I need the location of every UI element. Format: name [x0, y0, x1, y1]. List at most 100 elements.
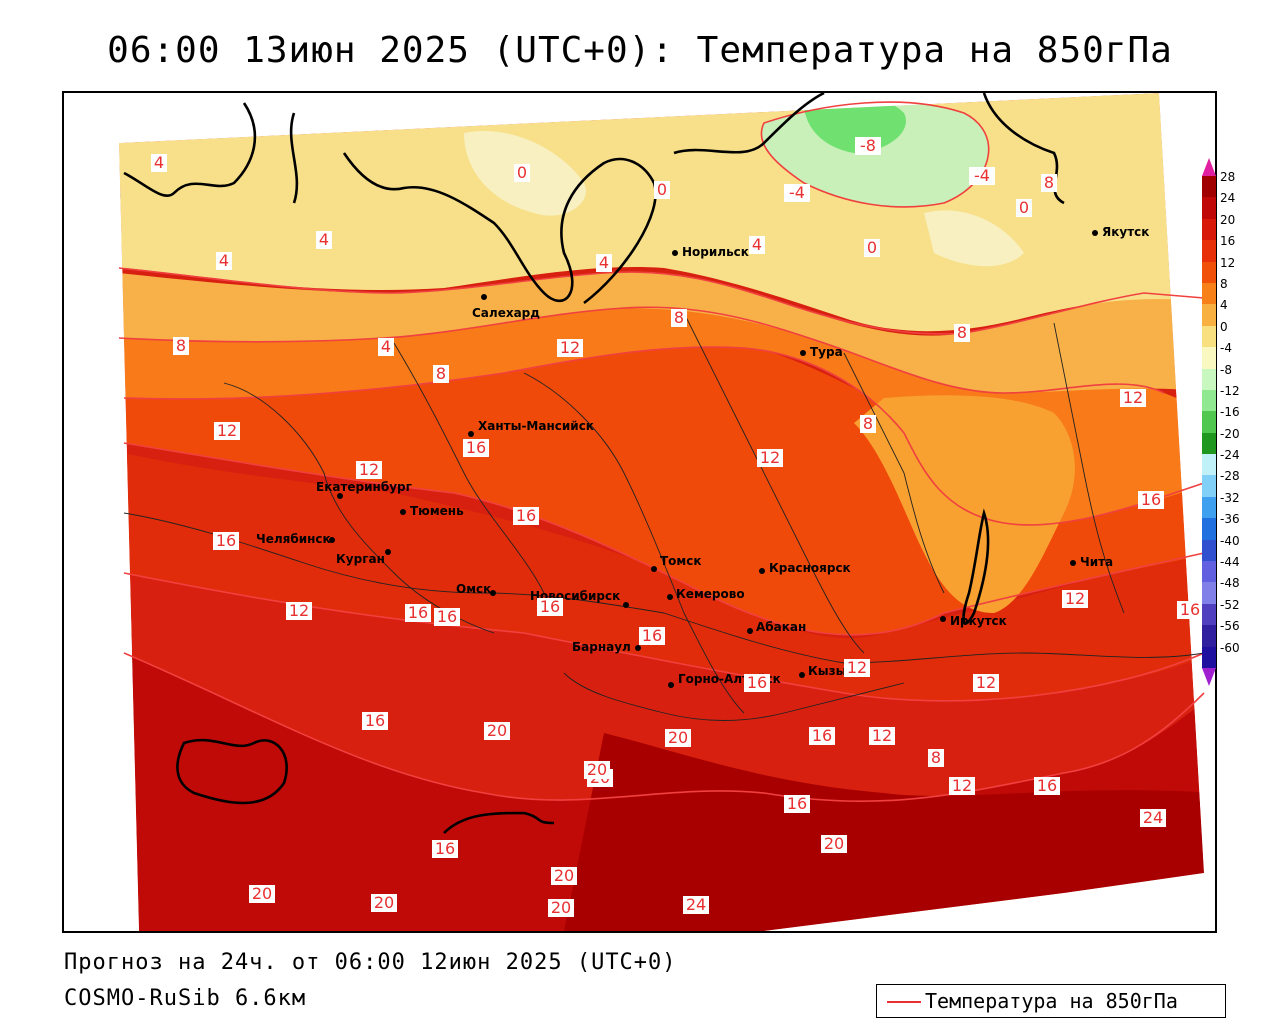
isotherm-label-bg — [548, 899, 574, 917]
city-dot — [940, 616, 946, 622]
isotherm-label: 12 — [952, 776, 972, 795]
isotherm-label: 20 — [487, 721, 507, 740]
city-label: Екатеринбург — [316, 480, 412, 494]
isotherm-label-bg — [463, 439, 489, 457]
city-label: Кемерово — [676, 587, 745, 601]
colorbar-tick-label: -60 — [1220, 640, 1240, 655]
isotherm-label-bg — [434, 608, 460, 626]
isotherm-label: 12 — [872, 726, 892, 745]
isotherm-label-bg — [864, 239, 880, 257]
colorbar-segment — [1202, 325, 1216, 348]
city-label: Тюмень — [410, 504, 464, 518]
map-title: 06:00 13июн 2025 (UTC+0): Температура на… — [107, 30, 1173, 71]
isotherm-label-bg — [654, 181, 670, 199]
isotherm-label-bg — [784, 184, 810, 202]
colorbar-segment — [1202, 347, 1216, 370]
city-dot — [623, 602, 629, 608]
colorbar-segment — [1202, 240, 1216, 263]
colorbar-tick-label: -12 — [1220, 383, 1240, 398]
colorbar-tick-label: 0 — [1220, 319, 1228, 334]
isotherm-label-bg — [433, 365, 449, 383]
city-label: Кызыл — [808, 664, 855, 678]
colorbar-tick-label: 4 — [1220, 298, 1228, 313]
isotherm-label: 0 — [867, 238, 877, 257]
isotherm-label: 20 — [551, 898, 571, 917]
city-label: Ханты-Мансийск — [478, 419, 594, 433]
city-dot — [481, 294, 487, 300]
isotherm-lines — [118, 101, 1205, 803]
isotherm-label-bg — [869, 727, 895, 745]
colorbar-tick-label: -20 — [1220, 426, 1240, 441]
isotherm-label: 16 — [516, 506, 536, 525]
isotherm-label: 16 — [787, 794, 807, 813]
isotherm-label: 16 — [747, 673, 767, 692]
isotherm-label: 4 — [319, 230, 329, 249]
city-dot — [400, 509, 406, 515]
city-label: Абакан — [756, 620, 806, 634]
isotherm-label-bg — [821, 835, 847, 853]
isotherm-label-bg — [596, 254, 612, 272]
isotherm-label: -4 — [789, 183, 805, 202]
legend-label: Температура на 850гПа — [925, 989, 1178, 1013]
isotherm-label: 16 — [642, 626, 662, 645]
isotherm-label: 12 — [359, 460, 379, 479]
isotherm-label-bg — [371, 894, 397, 912]
isotherm-label: 8 — [436, 364, 446, 383]
isotherm-label: 0 — [1019, 198, 1029, 217]
colorbar-max-arrow — [1202, 158, 1216, 176]
city-dot — [385, 549, 391, 555]
city-label: Норильск — [682, 245, 749, 259]
map-panel[interactable]: Норильск Якутск Салехард Тура Ханты-Манс… — [62, 91, 1217, 933]
city-dot — [329, 537, 335, 543]
colorbar-tick-label: -44 — [1220, 555, 1240, 570]
isotherm-label: 16 — [1141, 490, 1161, 509]
city-label: Омск — [456, 582, 491, 596]
isotherm-label: 16 — [1180, 600, 1200, 619]
isotherm-label: 12 — [760, 448, 780, 467]
city-dot — [672, 250, 678, 256]
isotherm-label: -4 — [974, 166, 990, 185]
isotherm-label: 8 — [1044, 173, 1054, 192]
isotherm-label: 4 — [154, 153, 164, 172]
isotherm-label-bg — [954, 324, 970, 342]
isotherm-label-bg — [249, 885, 275, 903]
colorbar-tick-label: -40 — [1220, 533, 1240, 548]
colorbar-tick-label: -16 — [1220, 405, 1240, 420]
city-label: Якутск — [1102, 225, 1149, 239]
isotherm-label-bg — [1138, 491, 1164, 509]
colorbar-segment — [1202, 646, 1216, 669]
colorbar-segment — [1202, 176, 1216, 198]
city-dot — [667, 594, 673, 600]
colorbar-tick-label: 12 — [1220, 255, 1236, 270]
isotherm-label-bg — [513, 507, 539, 525]
forecast-info: Прогноз на 24ч. от 06:00 12июн 2025 (UTC… — [64, 950, 677, 975]
isotherm-label-bg — [405, 604, 431, 622]
isotherm-label-bg — [216, 252, 232, 270]
colorbar-segment — [1202, 304, 1216, 327]
isotherm-label: 8 — [863, 414, 873, 433]
colorbar-tick-label: -48 — [1220, 576, 1240, 591]
isotherm-label-bg — [949, 777, 975, 795]
colorbar-segment — [1202, 368, 1216, 391]
isotherm-label: 4 — [381, 337, 391, 356]
city-dot — [635, 645, 641, 651]
isotherm-label: 12 — [1065, 589, 1085, 608]
isotherm-label-bg — [784, 795, 810, 813]
isotherm-label: 16 — [540, 597, 560, 616]
isotherm-label-bg — [973, 674, 999, 692]
city-label: Иркутск — [950, 614, 1007, 628]
city-dot — [490, 590, 496, 596]
isotherm-label-bg — [860, 415, 876, 433]
isotherm-label: 16 — [437, 607, 457, 626]
isotherm-label: 12 — [976, 673, 996, 692]
colorbar-tick-label: -4 — [1220, 341, 1232, 356]
legend-line-swatch — [887, 1001, 921, 1003]
colorbar-segment — [1202, 389, 1216, 412]
isotherm-label: 8 — [674, 308, 684, 327]
isotherm-label-bg — [151, 154, 167, 172]
city-label: Челябинск — [256, 532, 331, 546]
isotherm-label-bg — [537, 598, 563, 616]
isotherm-label-bg — [514, 164, 530, 182]
city-dot — [668, 682, 674, 688]
isotherm-label-bg — [484, 722, 510, 740]
